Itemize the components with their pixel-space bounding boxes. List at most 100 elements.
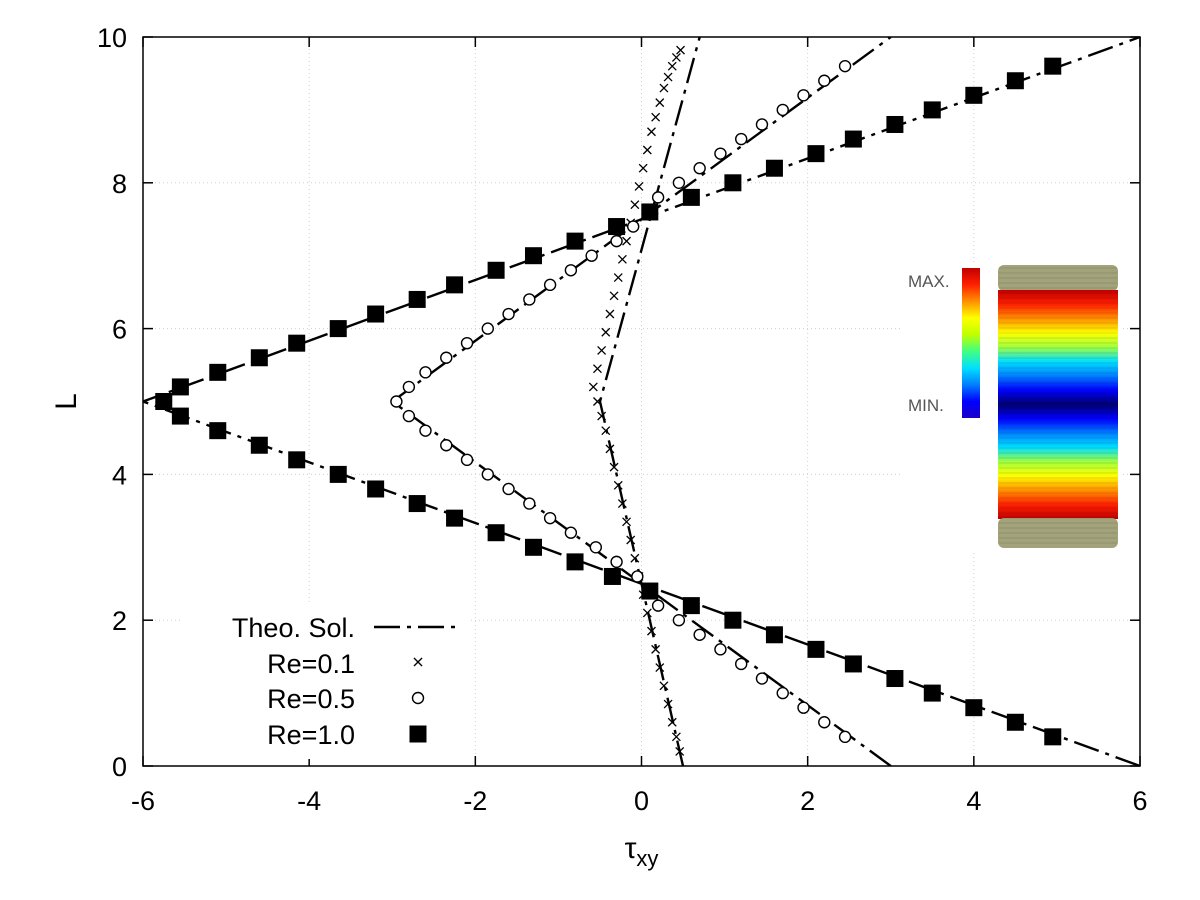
re-1-0-marker	[171, 407, 189, 425]
re-0-5-marker	[543, 278, 557, 292]
y-axis-label: L	[50, 393, 83, 410]
x-tick-label: 2	[800, 786, 815, 816]
re-0-5-marker	[714, 643, 727, 656]
x-tick-label: 4	[966, 786, 981, 816]
re-0-5-marker	[523, 293, 536, 306]
re-1-0-marker	[171, 378, 189, 396]
colorbar	[962, 268, 980, 418]
legend: Theo. Sol. Re=0.1 Re=0.5 Re=1.0	[180, 604, 470, 759]
re-1-0-marker	[446, 509, 464, 527]
series-re-1-0	[155, 57, 1062, 746]
re-1-0-marker	[682, 597, 700, 615]
re-1-0-marker	[603, 567, 621, 585]
re-0-1-marker	[642, 145, 652, 155]
re-0-1-marker	[630, 200, 640, 210]
re-1-0-marker	[250, 349, 268, 367]
y-tick-label: 10	[97, 23, 127, 53]
re-0-1-marker	[655, 663, 665, 673]
re-0-5-marker	[543, 511, 557, 525]
re-0-5-marker	[481, 468, 494, 481]
re-1-0-marker	[250, 436, 268, 454]
re-1-0-marker	[329, 465, 347, 483]
re-0-5-marker	[735, 132, 748, 146]
re-1-0-marker	[844, 130, 862, 148]
re-0-1-marker	[651, 112, 661, 122]
re-1-0-marker	[524, 538, 542, 556]
re-0-5-marker	[589, 541, 603, 554]
re-0-5-marker	[419, 424, 432, 437]
re-0-5-marker	[797, 701, 810, 714]
re-1-0-marker	[1006, 72, 1024, 90]
re-0-5-marker	[693, 162, 706, 175]
legend-circle-glyph	[411, 691, 425, 705]
re-1-0-marker	[446, 276, 464, 294]
re-1-0-marker	[288, 451, 306, 469]
re-0-1-marker	[659, 681, 669, 691]
re-1-0-marker	[566, 232, 584, 250]
y-tick-label: 0	[112, 752, 127, 782]
re-0-5-marker	[564, 264, 578, 277]
re-1-0-marker	[487, 261, 505, 279]
x-tick-label: -4	[297, 786, 321, 816]
re-0-5-marker	[651, 191, 665, 204]
re-0-5-marker	[460, 336, 474, 350]
re-0-1-marker	[593, 364, 602, 374]
re-0-1-marker	[647, 127, 656, 137]
re-1-0-marker	[807, 145, 825, 163]
re-0-1-marker	[613, 480, 623, 490]
re-0-5-marker	[672, 614, 686, 627]
y-tick-label: 6	[112, 315, 127, 345]
re-0-5-marker	[631, 570, 644, 583]
re-1-0-marker	[886, 115, 904, 133]
re-0-5-marker	[440, 439, 453, 452]
x-tick-label: -2	[463, 786, 487, 816]
x-axis-label-subscript: xy	[636, 846, 658, 871]
re-1-0-marker	[608, 218, 626, 236]
series-re-0-5	[390, 59, 852, 744]
re-1-0-marker	[408, 290, 426, 308]
re-1-0-marker	[1006, 713, 1024, 731]
re-0-1-marker	[622, 236, 632, 246]
particle-column-inset: MAX. MIN.	[900, 262, 1122, 552]
re-0-5-marker	[755, 672, 769, 685]
re-0-1-marker	[638, 163, 648, 173]
re-0-5-marker	[818, 74, 831, 87]
re-0-1-marker	[605, 444, 615, 454]
re-1-0-marker	[1044, 57, 1062, 75]
re-1-0-marker	[408, 495, 426, 513]
re-1-0-marker	[524, 247, 542, 265]
re-1-0-marker	[682, 188, 700, 206]
re-0-5-marker	[585, 249, 598, 262]
re-1-0-marker	[765, 626, 783, 644]
re-0-5-marker	[610, 234, 623, 248]
y-tick-label: 2	[112, 606, 127, 636]
re-0-5-marker	[402, 380, 416, 394]
re-0-1-marker	[647, 626, 656, 636]
re-0-1-marker	[601, 426, 611, 436]
re-1-0-marker	[965, 699, 983, 717]
legend-entry-re-0-5: Re=0.5	[267, 684, 425, 714]
re-0-1-marker	[601, 327, 611, 337]
re-0-1-marker	[626, 535, 636, 545]
legend-label-re-1-0: Re=1.0	[267, 720, 355, 750]
re-1-0-marker	[641, 582, 659, 600]
data-markers	[155, 45, 1062, 756]
re-0-1-marker	[622, 517, 632, 527]
re-0-5-marker	[735, 657, 748, 671]
re-0-5-marker	[838, 59, 852, 73]
re-1-0-marker	[641, 203, 659, 221]
re-0-5-marker	[502, 482, 515, 496]
x-axis-label: τxy	[625, 832, 659, 871]
re-1-0-marker	[844, 655, 862, 673]
legend-entry-theory: Theo. Sol.	[232, 613, 462, 643]
x-axis-label-main: τ	[625, 832, 637, 865]
fluid-particles	[998, 290, 1118, 519]
re-0-5-marker	[440, 351, 453, 364]
re-0-1-marker	[605, 309, 615, 319]
legend-label-re-0-1: Re=0.1	[267, 649, 355, 679]
legend-label-theory: Theo. Sol.	[232, 613, 355, 643]
re-0-1-marker	[634, 181, 644, 191]
re-0-1-marker	[667, 717, 677, 727]
re-0-1-marker	[659, 83, 669, 93]
